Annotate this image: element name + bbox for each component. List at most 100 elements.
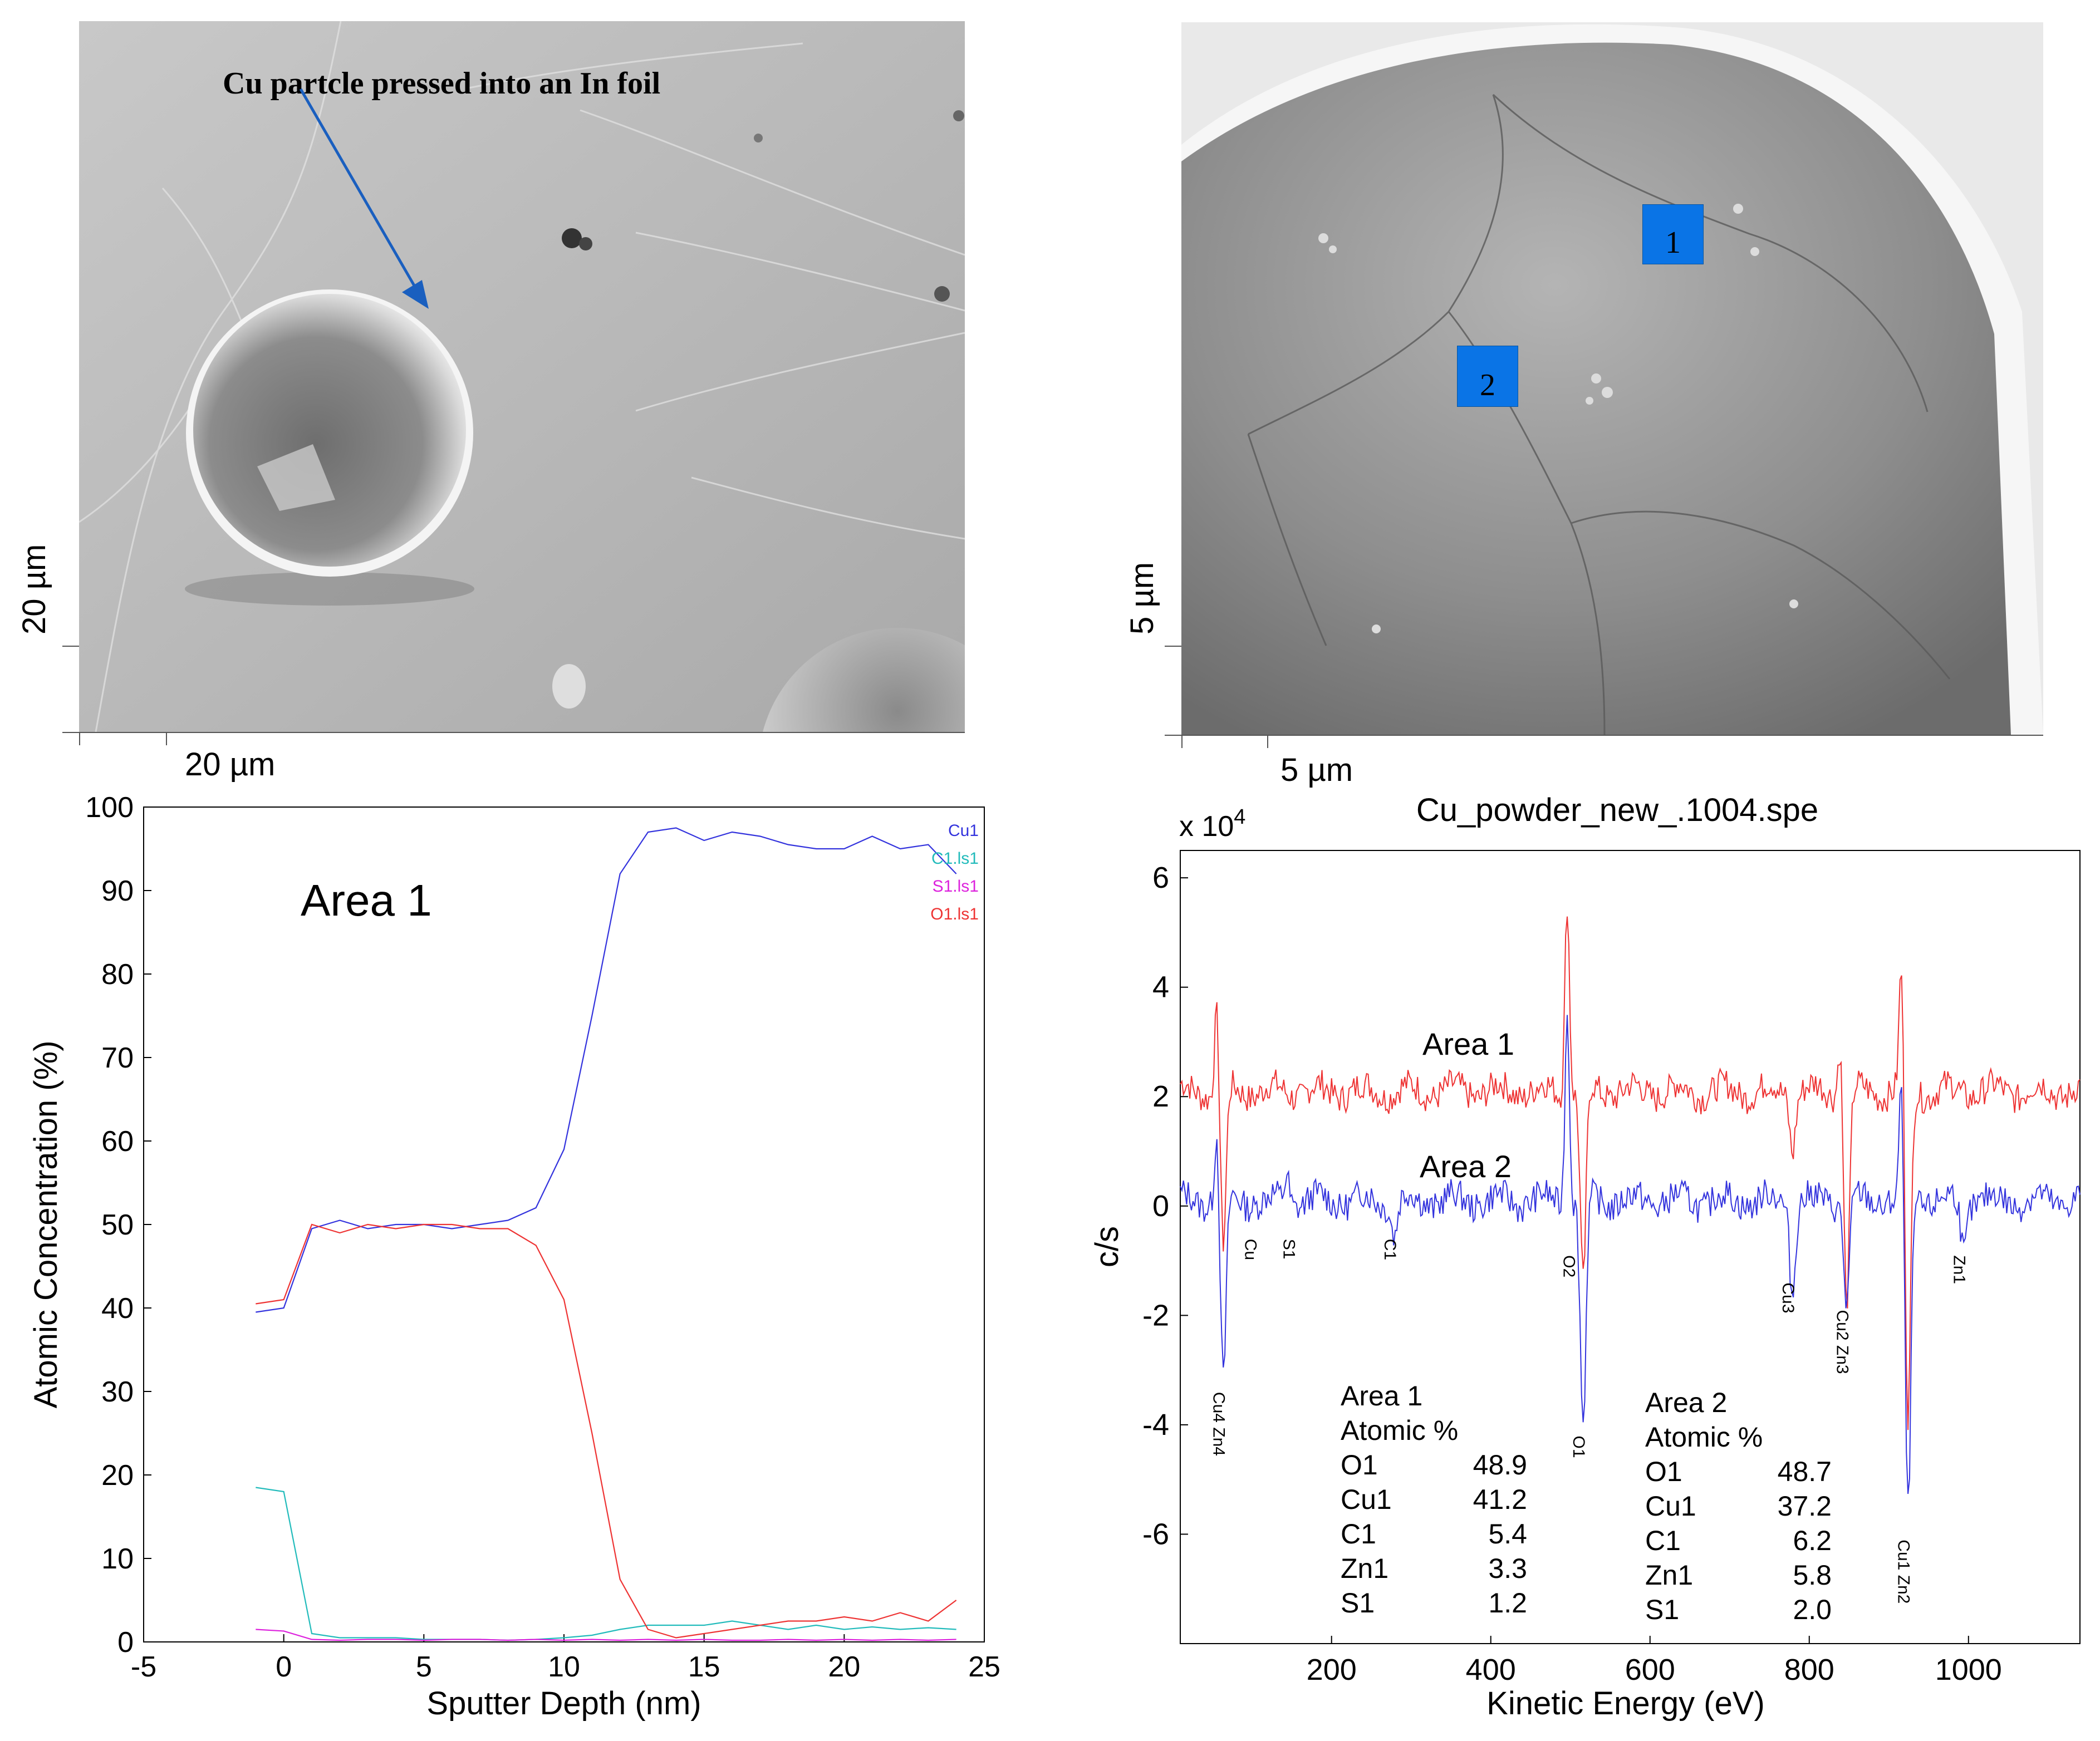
aes-spectrum-area1-label: Area 1 bbox=[1422, 1026, 1514, 1061]
y-tick-label: 90 bbox=[101, 875, 134, 907]
sem-right-scale-x-label: 5 µm bbox=[1280, 752, 1353, 788]
x-tick-label: 600 bbox=[1625, 1653, 1675, 1686]
y-tick-label: 40 bbox=[101, 1292, 134, 1325]
aes-spectrum-area2-label: Area 2 bbox=[1420, 1149, 1512, 1184]
y-tick-label: 80 bbox=[101, 958, 134, 991]
y-tick-label: 100 bbox=[85, 791, 134, 824]
table-element-label: Zn1 bbox=[1341, 1553, 1388, 1584]
series-line-c1-ls1 bbox=[256, 1487, 956, 1641]
peak-label: Cu3 bbox=[1779, 1282, 1797, 1313]
table-element-label: C1 bbox=[1341, 1518, 1376, 1550]
table-element-label: Cu1 bbox=[1645, 1491, 1696, 1522]
sem-left-scale-axis-x bbox=[62, 732, 965, 733]
x-tick-label: 10 bbox=[548, 1651, 580, 1683]
y-tick-label: 30 bbox=[101, 1376, 134, 1408]
table-element-label: Cu1 bbox=[1341, 1484, 1392, 1515]
depth-profile-area-label: Area 1 bbox=[301, 876, 432, 925]
x-tick-label: 200 bbox=[1307, 1653, 1357, 1686]
sem-left-scale-y-label: 20 µm bbox=[16, 544, 52, 635]
peak-label: O1 bbox=[1569, 1436, 1588, 1458]
y-tick-label: 0 bbox=[117, 1626, 134, 1659]
x-tick-label: 25 bbox=[968, 1651, 1000, 1683]
aes-spectrum-plot-frame bbox=[1180, 850, 2081, 1644]
table-header-line: Area 2 bbox=[1645, 1387, 1727, 1418]
y-tick-label: 6 bbox=[1152, 861, 1169, 894]
y-tick-label: -4 bbox=[1142, 1408, 1169, 1442]
x-tick-label: 400 bbox=[1466, 1653, 1516, 1686]
spectrum-line-area1 bbox=[1180, 916, 2081, 1430]
sem-left-scale-x-label: 20 µm bbox=[185, 746, 276, 783]
legend-entry: O1.ls1 bbox=[930, 905, 979, 923]
sem-image-particle-closeup bbox=[1181, 22, 2043, 735]
composition-table-area-2: Area 2 Atomic %O1 48.7 Cu1 37.2 C1 6.2 Zn1 5.8 S1… bbox=[1645, 1387, 1832, 1625]
aes-spectrum-title: Cu_powder_new_.1004.spe bbox=[1416, 792, 1818, 828]
aes-spectrum-x-axis-label: Kinetic Energy (eV) bbox=[1486, 1685, 1765, 1722]
table-element-value: 48.9 bbox=[1473, 1449, 1527, 1481]
sem-image-left-graphic bbox=[79, 21, 965, 732]
y-tick-label: 10 bbox=[101, 1543, 134, 1575]
y-tick-label: 60 bbox=[101, 1125, 134, 1158]
table-element-label: O1 bbox=[1645, 1456, 1682, 1487]
x-tick-label: 20 bbox=[828, 1651, 860, 1683]
sem-right-scale-tick bbox=[1181, 735, 1183, 748]
y-tick-label: 2 bbox=[1152, 1080, 1169, 1113]
y-tick-label: -2 bbox=[1142, 1299, 1169, 1332]
sem-marker-1-label: 1 bbox=[1665, 225, 1681, 260]
y-tick-label: 0 bbox=[1152, 1189, 1169, 1223]
table-element-value: 1.2 bbox=[1488, 1587, 1527, 1619]
y-tick-label: 4 bbox=[1152, 971, 1169, 1004]
aes-spectrum-y-axis-label: c/s bbox=[1089, 1226, 1125, 1267]
table-element-label: Zn1 bbox=[1645, 1560, 1693, 1591]
sem-left-scale-axis-y bbox=[62, 646, 79, 647]
peak-label: S1 bbox=[1279, 1239, 1298, 1260]
series-line-cu1 bbox=[256, 827, 957, 1313]
aes-spectrum-scale-label: x 104 bbox=[1179, 805, 1245, 843]
aes-spectrum-scale-exponent: 4 bbox=[1234, 805, 1245, 829]
y-tick-label: 70 bbox=[101, 1042, 134, 1074]
table-element-value: 5.4 bbox=[1488, 1518, 1527, 1550]
peak-label: C1 bbox=[1381, 1239, 1399, 1260]
peak-label: Cu bbox=[1242, 1239, 1260, 1260]
sem-right-scale-y-label: 5 µm bbox=[1124, 562, 1160, 635]
table-element-label: O1 bbox=[1341, 1449, 1378, 1481]
sem-marker-1: 1 bbox=[1642, 204, 1704, 264]
peak-label: Cu2 Zn3 bbox=[1833, 1310, 1851, 1374]
x-tick-label: 1000 bbox=[1935, 1653, 2002, 1686]
peak-label: Cu4 Zn4 bbox=[1210, 1392, 1228, 1456]
sem-left-scale-tick bbox=[79, 732, 80, 745]
sem-marker-2: 2 bbox=[1457, 346, 1518, 407]
table-element-value: 6.2 bbox=[1793, 1525, 1832, 1556]
x-tick-label: 800 bbox=[1784, 1653, 1834, 1686]
sem-right-scale-axis-y bbox=[1165, 646, 1181, 647]
sem-annotation-label: Cu partcle pressed into an In foil bbox=[223, 66, 661, 101]
depth-profile-plot-frame bbox=[143, 806, 985, 1642]
x-tick-label: -5 bbox=[131, 1651, 156, 1683]
table-element-value: 41.2 bbox=[1473, 1484, 1527, 1515]
aes-spectrum-chart: Cu_powder_new_.1004.spe x 104 200 400 600 8… bbox=[1089, 792, 2081, 1722]
sem-right-scale-tick bbox=[1267, 735, 1268, 748]
depth-profile-x-axis-label: Sputter Depth (nm) bbox=[426, 1685, 701, 1722]
table-element-label: C1 bbox=[1645, 1525, 1681, 1556]
series-line-o1-ls1 bbox=[256, 1223, 957, 1639]
sem-right-scale-axis-x bbox=[1165, 735, 2043, 736]
x-tick-label: 5 bbox=[416, 1651, 432, 1683]
sem-image-cu-particle bbox=[79, 21, 965, 732]
x-tick-label: 15 bbox=[688, 1651, 720, 1683]
spectrum-line-area2 bbox=[1180, 1015, 2081, 1494]
series-line-s1-ls1 bbox=[256, 1629, 956, 1641]
table-element-value: 3.3 bbox=[1488, 1553, 1527, 1584]
legend-entry: Cu1 bbox=[948, 822, 979, 840]
table-element-label: S1 bbox=[1341, 1587, 1375, 1619]
y-tick-label: 50 bbox=[101, 1209, 134, 1241]
aes-spectrum-scale-base: x 10 bbox=[1179, 810, 1234, 843]
depth-profile-y-axis-label: Atomic Concentration (%) bbox=[28, 1041, 64, 1409]
table-element-value: 2.0 bbox=[1793, 1594, 1832, 1625]
y-tick-label: 20 bbox=[101, 1459, 134, 1492]
sem-marker-2-label: 2 bbox=[1480, 368, 1495, 402]
sem-left-scale-tick bbox=[166, 732, 167, 745]
y-tick-label: -6 bbox=[1142, 1517, 1169, 1551]
peak-label: Cu1 Zn2 bbox=[1894, 1540, 1912, 1604]
x-tick-label: 0 bbox=[276, 1651, 292, 1683]
